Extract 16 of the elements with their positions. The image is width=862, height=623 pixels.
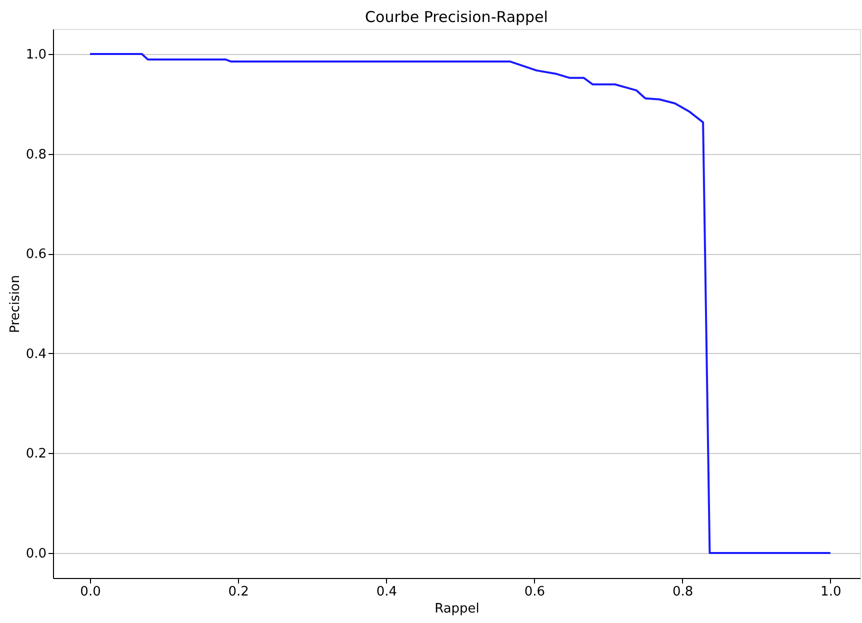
y-tick-label: 0.8 [26, 147, 46, 162]
chart-title: Courbe Precision-Rappel [365, 8, 548, 26]
x-axis-title: Rappel [434, 602, 480, 616]
y-tick-label: 0.6 [26, 247, 46, 262]
x-tick-label: 0.4 [376, 584, 398, 600]
x-tick-label: 0.0 [80, 584, 101, 600]
x-tick-label: 1.0 [820, 584, 842, 600]
y-tick-label: 0.2 [26, 446, 46, 462]
x-tick-label: 0.8 [672, 584, 694, 600]
x-tick-label: 0.6 [524, 584, 546, 600]
y-tick-label: 1.0 [26, 47, 46, 62]
line-series [89, 52, 832, 554]
x-tick-label: 0.2 [228, 584, 249, 600]
y-tick-label: 0.4 [26, 346, 46, 362]
y-tick-label: 0.0 [26, 546, 46, 562]
y-axis-title: Precision [8, 274, 23, 334]
